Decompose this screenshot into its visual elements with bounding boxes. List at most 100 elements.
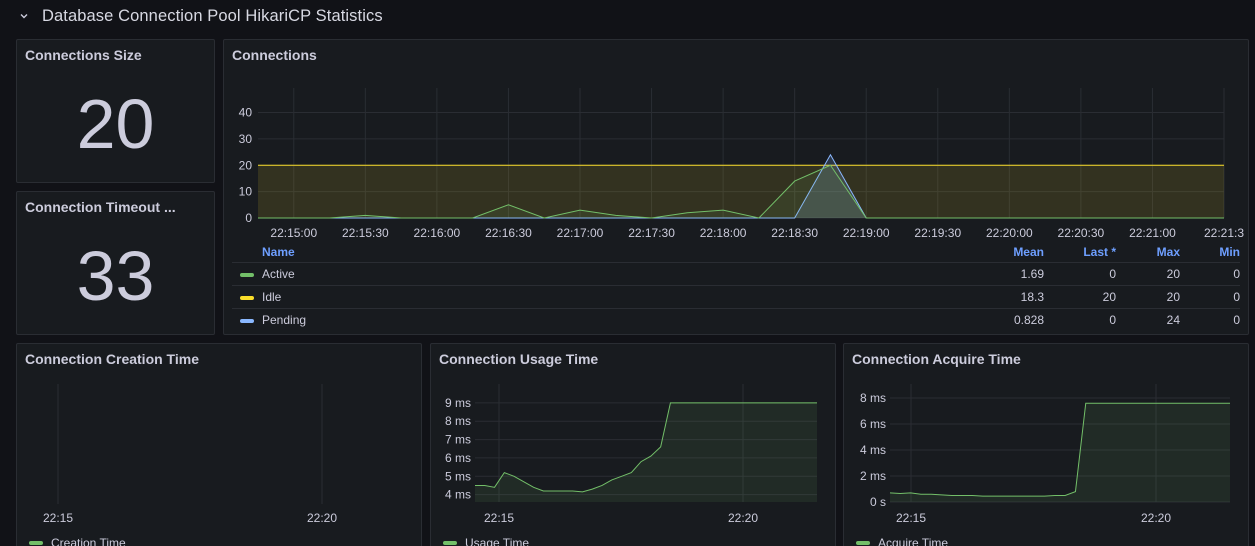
legend-min: 0: [1233, 290, 1240, 304]
panel-title[interactable]: Connections: [232, 47, 317, 63]
creation-time-chart[interactable]: 22:15 22:20: [17, 344, 422, 529]
legend-table: Name Mean Last * Max Min Active 1.69 0 2…: [232, 241, 1240, 332]
row-title: Database Connection Pool HikariCP Statis…: [42, 6, 383, 25]
connections-panel: Connections 0 10 20 30 40 22:15:00 22:15:30 22:…: [223, 39, 1249, 335]
x-tick-label: 22:15: [896, 511, 926, 525]
y-tick-label: 4 ms: [445, 488, 471, 502]
x-tick-label: 22:17:00: [557, 226, 604, 240]
x-tick-label: 22:16:00: [414, 226, 461, 240]
x-tick-label: 22:15: [484, 511, 514, 525]
legend-max: 24: [1166, 313, 1180, 327]
x-tick-label: 22:20:30: [1058, 226, 1105, 240]
y-tick-label: 8 ms: [860, 391, 886, 405]
x-tick-label: 22:15:00: [270, 226, 317, 240]
legend-mean: 18.3: [1020, 290, 1044, 304]
legend-header-last[interactable]: Last *: [1083, 245, 1116, 259]
x-tick-label: 22:21:00: [1129, 226, 1176, 240]
legend-header: Name Mean Last * Max Min: [232, 241, 1240, 263]
y-tick-label: 0: [245, 211, 252, 225]
x-tick-label: 22:18:00: [700, 226, 747, 240]
series-area: [890, 403, 1230, 502]
y-tick-label: 5 ms: [445, 469, 471, 483]
legend-max: 20: [1166, 267, 1180, 281]
legend-header-name[interactable]: Name: [262, 245, 295, 259]
y-tick-label: 30: [239, 132, 253, 146]
series-area: [475, 402, 817, 502]
legend-row-active[interactable]: Active 1.69 0 20 0: [232, 263, 1240, 286]
x-tick-label: 22:20: [1141, 511, 1171, 525]
y-tick-label: 6 ms: [860, 417, 886, 431]
legend-header-min[interactable]: Min: [1219, 245, 1240, 259]
acquire-time-panel: Connection Acquire Time 0 s 2 ms 4 ms 6 ms 8…: [843, 343, 1249, 546]
creation-time-panel: Connection Creation Time 22:15 22:20 Crea…: [16, 343, 422, 546]
legend-mean: 1.69: [1020, 267, 1044, 281]
legend-min: 0: [1233, 267, 1240, 281]
x-tick-label: 22:15: [43, 511, 73, 525]
x-tick-label: 22:15:30: [342, 226, 389, 240]
y-tick-label: 7 ms: [445, 433, 471, 447]
chart-legend[interactable]: Creation Time: [29, 532, 126, 546]
series-swatch: [240, 319, 254, 323]
legend-header-mean[interactable]: Mean: [1013, 245, 1044, 259]
y-tick-label: 6 ms: [445, 451, 471, 465]
connections-size-panel: Connections Size 20: [16, 39, 215, 183]
series-line-active: [258, 164, 1224, 219]
panel-title[interactable]: Connection Timeout ...: [25, 199, 176, 215]
legend-row-idle[interactable]: Idle 18.3 20 20 0: [232, 286, 1240, 309]
usage-time-chart[interactable]: 4 ms 5 ms 6 ms 7 ms 8 ms 9 ms 22:15 22:20: [431, 344, 836, 529]
series-line: [475, 402, 817, 493]
series-line: [889, 402, 1230, 497]
stat-value: 20: [76, 85, 155, 163]
x-tick-label: 22:16:30: [485, 226, 532, 240]
y-tick-label: 10: [239, 185, 253, 199]
dashboard-row-header[interactable]: Database Connection Pool HikariCP Statis…: [18, 4, 383, 28]
series-area-idle: [258, 165, 1224, 218]
legend-max: 20: [1166, 290, 1180, 304]
y-tick-label: 2 ms: [860, 469, 886, 483]
legend-last: 0: [1109, 313, 1116, 327]
legend-label: Creation Time: [51, 536, 126, 546]
panel-title[interactable]: Connection Acquire Time: [852, 351, 1021, 367]
x-tick-label: 22:20: [728, 511, 758, 525]
series-swatch: [240, 296, 254, 300]
chart-legend[interactable]: Acquire Time: [856, 532, 948, 546]
panel-title[interactable]: Connection Usage Time: [439, 351, 599, 367]
y-tick-label: 20: [239, 158, 253, 172]
legend-series-name[interactable]: Idle: [262, 290, 282, 304]
x-tick-label: 22:19:30: [914, 226, 961, 240]
y-tick-label: 40: [239, 106, 253, 120]
x-tick-label: 22:18:30: [771, 226, 818, 240]
acquire-time-chart[interactable]: 0 s 2 ms 4 ms 6 ms 8 ms 22:15 22:20: [844, 344, 1249, 529]
panel-title[interactable]: Connection Creation Time: [25, 351, 199, 367]
legend-last: 0: [1109, 267, 1116, 281]
y-tick-label: 4 ms: [860, 443, 886, 457]
x-tick-label: 22:20:00: [986, 226, 1033, 240]
stat-value: 33: [76, 237, 155, 315]
legend-row-pending[interactable]: Pending 0.828 0 24 0: [232, 309, 1240, 332]
legend-last: 20: [1102, 290, 1116, 304]
legend-label: Usage Time: [465, 536, 530, 546]
usage-time-panel: Connection Usage Time 4 ms 5 ms 6 ms 7 ms 8 …: [430, 343, 836, 546]
connection-timeout-panel: Connection Timeout ... 33: [16, 191, 215, 335]
chart-legend[interactable]: Usage Time: [443, 532, 529, 546]
y-tick-label: 8 ms: [445, 414, 471, 428]
x-tick-label: 22:20: [307, 511, 337, 525]
chevron-down-icon[interactable]: [18, 10, 30, 22]
panel-title[interactable]: Connections Size: [25, 47, 142, 63]
series-swatch: [443, 541, 457, 545]
legend-mean: 0.828: [1013, 313, 1044, 327]
x-tick-label: 22:19:00: [843, 226, 890, 240]
x-tick-label: 22:21:3: [1204, 226, 1244, 240]
legend-min: 0: [1233, 313, 1240, 327]
series-swatch: [856, 541, 870, 545]
legend-series-name[interactable]: Active: [262, 267, 295, 281]
legend-label: Acquire Time: [878, 536, 949, 546]
y-tick-label: 9 ms: [445, 396, 471, 410]
connections-chart[interactable]: 0 10 20 30 40 22:15:00 22:15:30 22:16:00 22:16:3…: [224, 40, 1249, 240]
series-swatch: [29, 541, 43, 545]
y-tick-label: 0 s: [870, 495, 886, 509]
legend-series-name[interactable]: Pending: [262, 313, 307, 327]
series-swatch: [240, 273, 254, 277]
legend-header-max[interactable]: Max: [1156, 245, 1180, 259]
x-tick-label: 22:17:30: [628, 226, 675, 240]
